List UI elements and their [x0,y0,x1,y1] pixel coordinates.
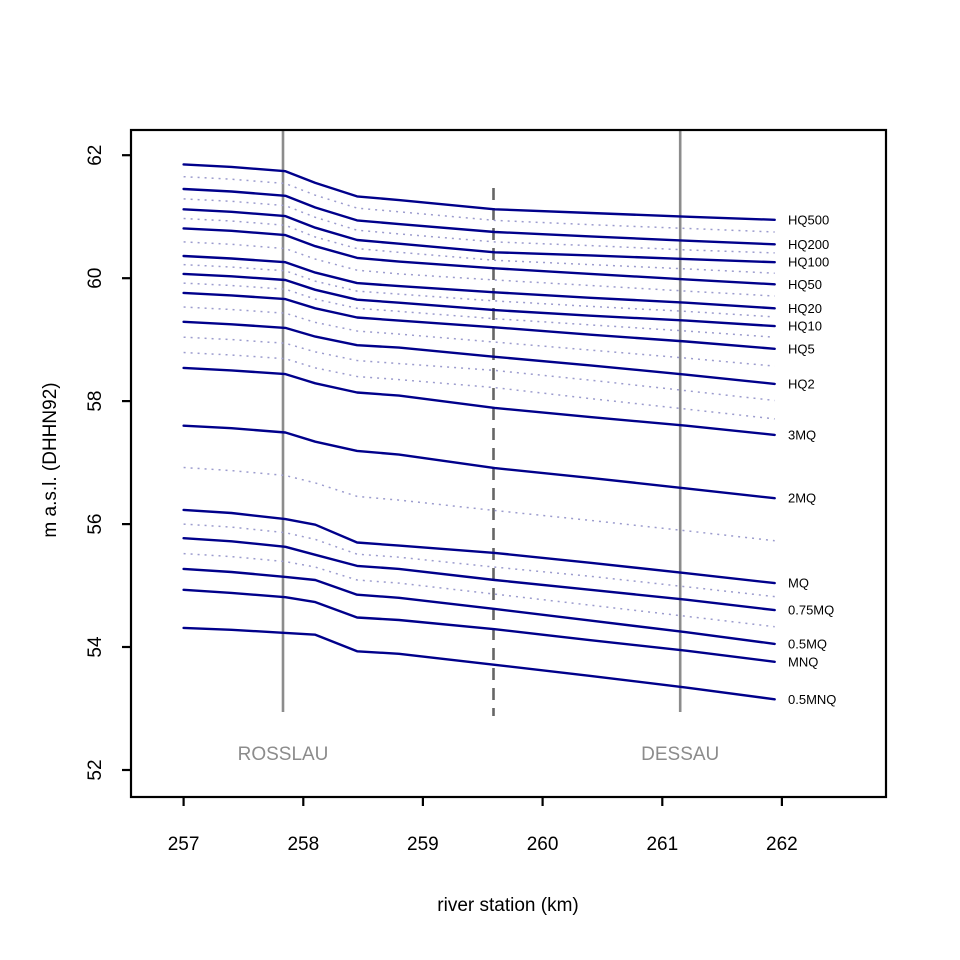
series-line-0.75MQ [182,537,776,612]
interp-line-interp-1 [183,175,775,233]
series-line-HQ20 [182,254,776,310]
interp-line-interp-9 [183,351,775,420]
interp-line-interp-5 [183,263,775,318]
series-line-0.5MNQ [182,626,776,701]
series-line-HQ10 [182,272,776,328]
series-label-3MQ: 3MQ [788,427,816,442]
axes-layer: 257 258 259 260 261 262 52 54 56 58 60 62 [85,128,888,855]
series-label-MQ: MQ [788,576,809,591]
y-tick-label-56: 56 [85,514,106,535]
interp-line-interp-6 [183,282,775,338]
interp-line-interp-12 [183,552,775,628]
station-label-rosslau: ROSSLAU [238,744,329,765]
series-label-HQ10: HQ10 [788,319,822,334]
series-label-0.75MQ: 0.75MQ [788,603,834,618]
y-tick-label-52: 52 [85,759,106,780]
series-label-MNQ: MNQ [788,654,818,669]
x-tick-label-261: 261 [646,834,678,855]
series-label-0.5MNQ: 0.5MNQ [788,692,836,707]
series-label-0.5MQ: 0.5MQ [788,636,827,651]
series-label-2MQ: 2MQ [788,491,816,506]
interp-line-interp-7 [183,306,775,367]
series-line-3MQ [182,366,776,437]
x-tick-label-258: 258 [287,834,319,855]
x-tick-label-259: 259 [407,834,439,855]
interp-line-interp-8 [183,336,775,402]
series-line-HQ200 [182,187,776,246]
y-tick-label-62: 62 [85,145,106,166]
series-line-0.5MQ [182,567,776,646]
series-label-HQ500: HQ500 [788,212,829,227]
series-line-HQ5 [182,291,776,350]
series-line-HQ500 [182,163,776,221]
series-label-HQ50: HQ50 [788,277,822,292]
series-layer: HQ500 HQ200 HQ100 HQ50 HQ20 HQ10 HQ5 HQ2 3MQ 2MQ M… [182,163,836,707]
plot-border [129,128,888,799]
y-tick-label-60: 60 [85,268,106,289]
x-tick-label-262: 262 [766,834,798,855]
series-label-HQ5: HQ5 [788,341,815,356]
series-line-MQ [182,508,776,585]
series-label-HQ2: HQ2 [788,376,815,391]
x-tick-label-257: 257 [168,834,200,855]
station-label-dessau: DESSAU [641,744,719,765]
series-line-HQ100 [182,208,776,264]
series-label-HQ20: HQ20 [788,301,822,316]
x-axis-title: river station (km) [437,895,578,916]
y-tick-label-58: 58 [85,391,106,412]
series-label-HQ100: HQ100 [788,255,829,270]
y-axis-title: m a.s.l. (DHHN92) [40,382,61,537]
series-line-2MQ [182,424,776,500]
series-line-HQ50 [182,227,776,286]
series-label-HQ200: HQ200 [788,237,829,252]
y-tick-label-54: 54 [85,636,106,658]
x-tick-label-260: 260 [527,834,559,855]
series-line-MNQ [182,588,776,663]
interp-line-interp-3 [183,217,775,274]
interp-line-interp-11 [183,523,775,598]
series-line-HQ2 [182,320,776,386]
interp-line-interp-10 [183,466,775,542]
